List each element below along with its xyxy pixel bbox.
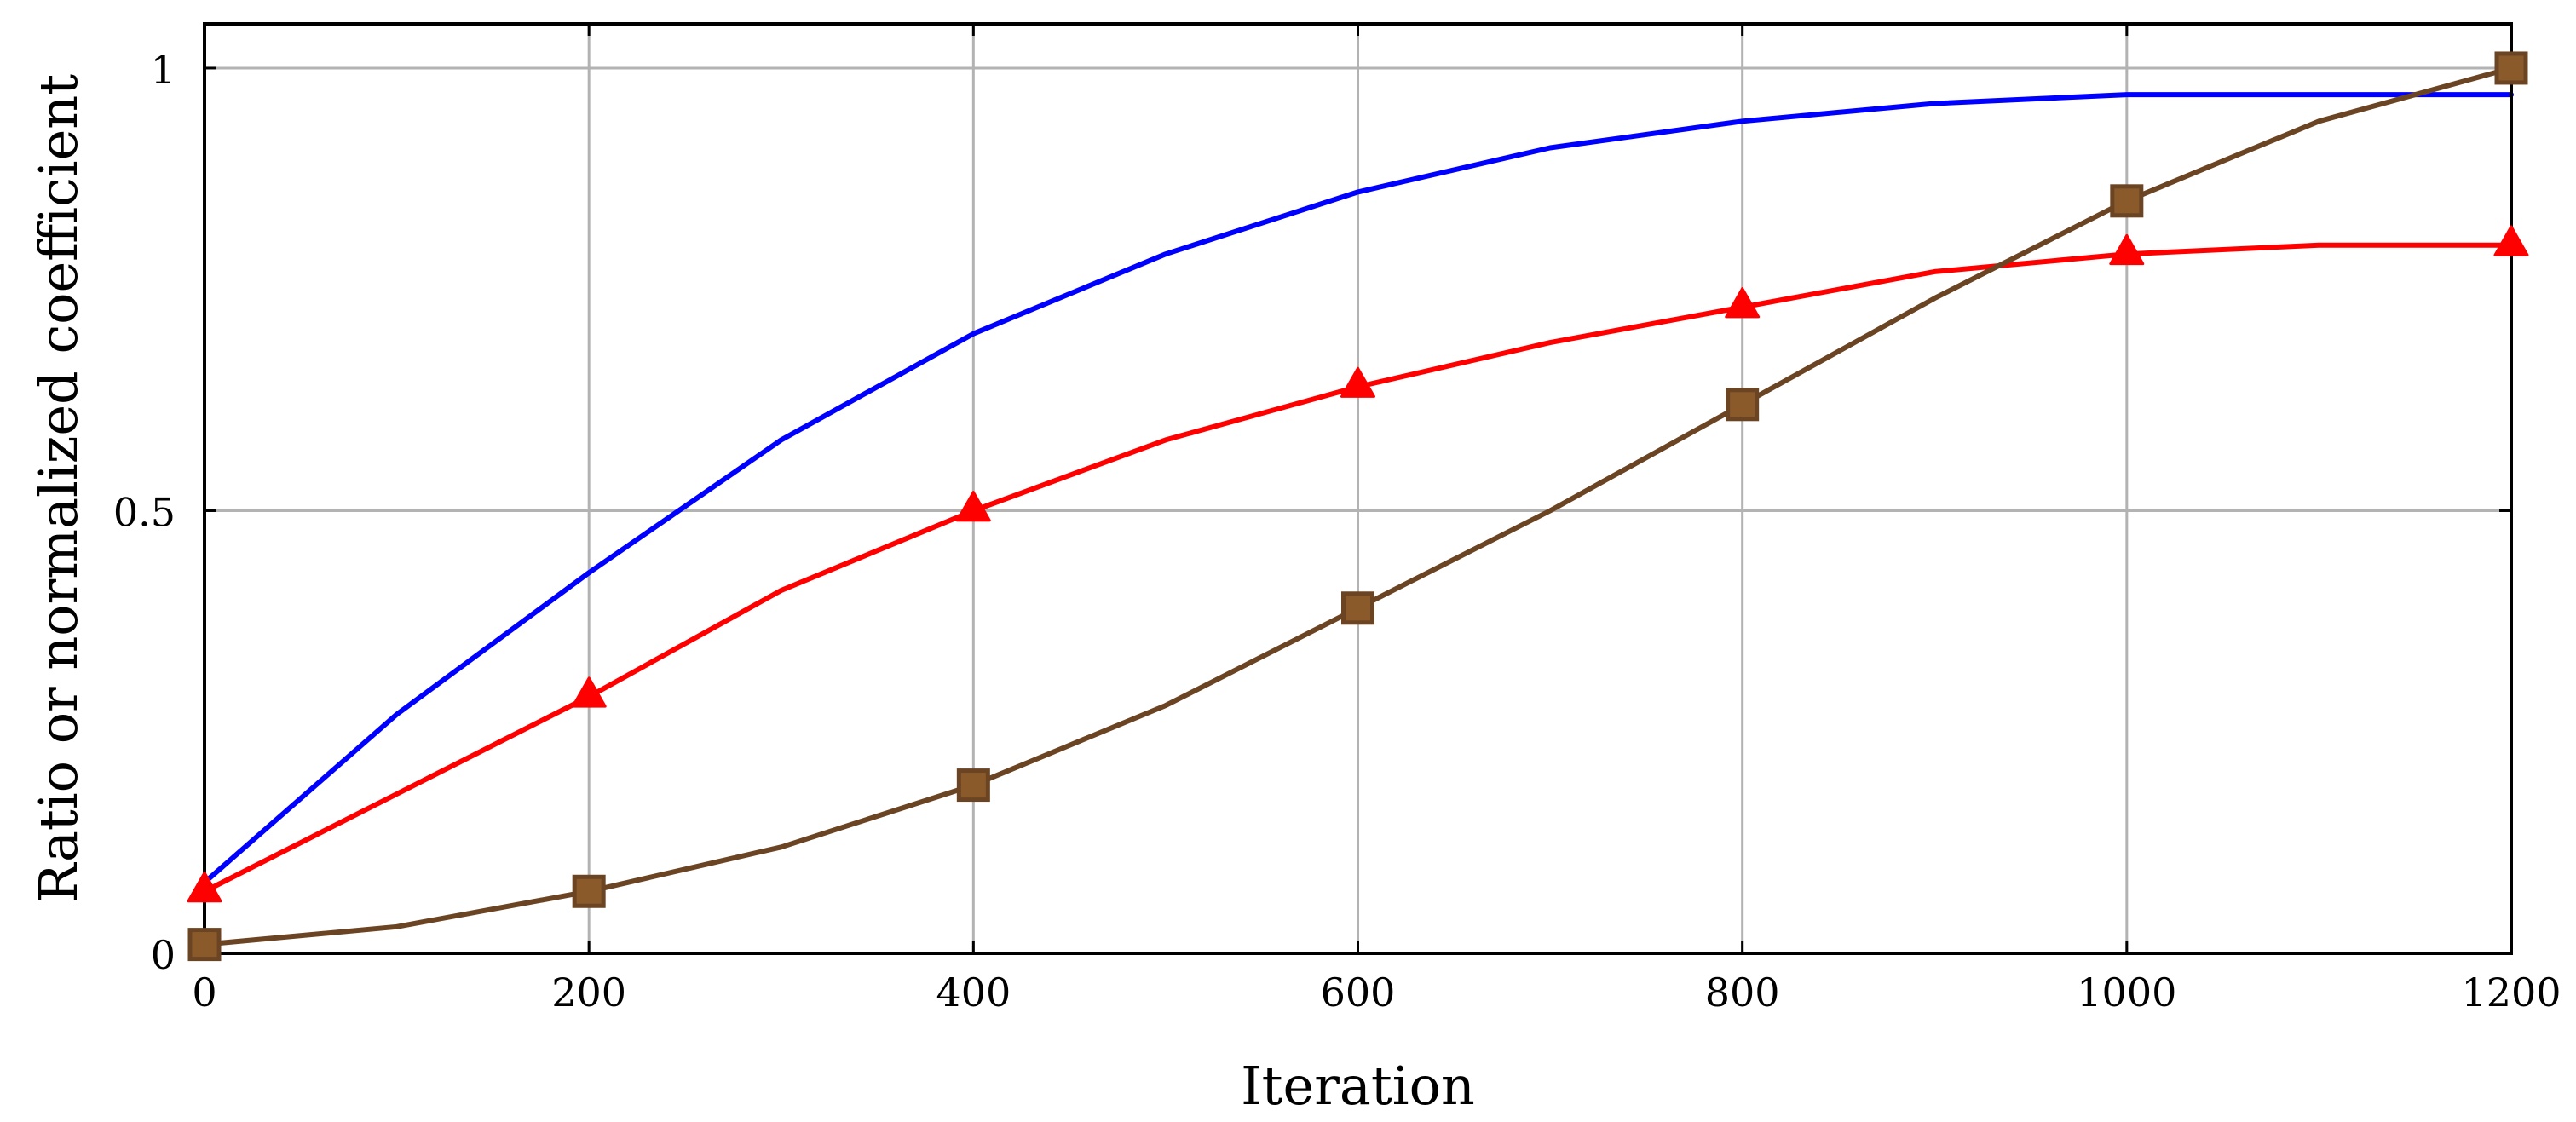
series-3-marker <box>572 874 606 908</box>
x-tick-label: 600 <box>1321 970 1396 1016</box>
x-tick-label: 400 <box>936 970 1011 1016</box>
markers-layer <box>187 51 2529 962</box>
series-3-marker <box>2494 51 2528 85</box>
series-3-marker <box>1341 591 1374 625</box>
series-3-marker <box>1726 388 1760 422</box>
y-axis-label: Ratio or normalized coefficient <box>27 74 89 903</box>
series-2-marker <box>1725 287 1761 319</box>
y-tick-label: 1 <box>151 47 176 93</box>
series-3-marker <box>2110 184 2144 218</box>
y-tick-label: 0.5 <box>113 489 176 535</box>
series-2-marker <box>571 676 607 708</box>
grid-layer <box>205 24 2511 953</box>
y-tick-label: 0 <box>151 932 176 978</box>
series-3-marker <box>956 768 990 803</box>
x-tick-label: 1200 <box>2461 970 2561 1016</box>
series-2-marker <box>1340 366 1375 398</box>
x-axis-label: Iteration <box>1241 1055 1475 1117</box>
series-2-marker <box>955 491 991 522</box>
series-1-line <box>202 92 2514 885</box>
x-tick-label: 800 <box>1705 970 1780 1016</box>
series-2-marker <box>2109 233 2145 266</box>
labels-layer: 0 200 400 600 800 1000 1200 0 0.5 1 <box>113 47 2562 1016</box>
x-tick-label: 1000 <box>2077 970 2176 1016</box>
series-2-marker <box>2493 225 2529 256</box>
series-2-marker <box>187 871 222 903</box>
series-3-marker <box>187 928 222 962</box>
x-tick-label: 0 <box>192 970 216 1016</box>
x-tick-label: 200 <box>551 970 626 1016</box>
